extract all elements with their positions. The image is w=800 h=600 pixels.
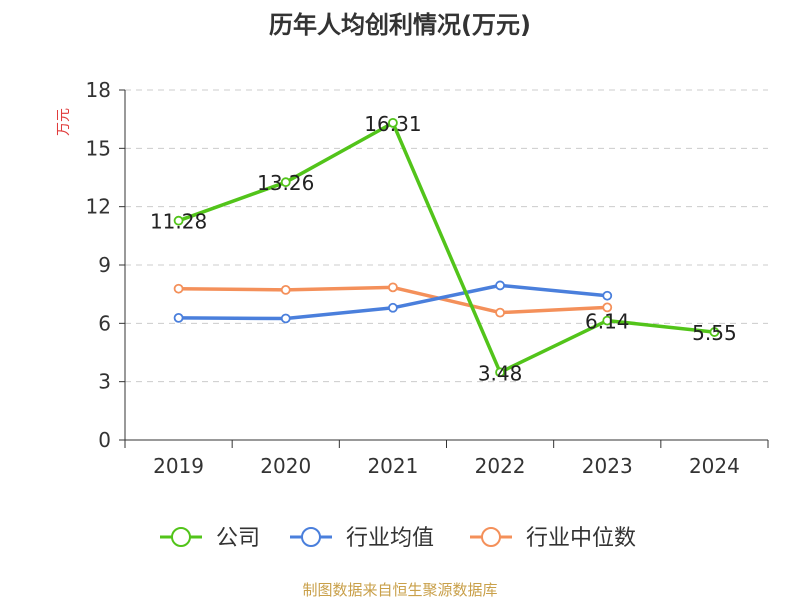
legend-swatch-marker	[301, 527, 321, 547]
data-point[interactable]	[602, 315, 613, 326]
source-note: 制图数据来自恒生聚源数据库	[302, 581, 497, 599]
legend-swatch-marker	[171, 527, 191, 547]
x-tick-label: 2021	[367, 454, 418, 478]
data-label: 6.14	[585, 310, 630, 334]
data-label: 5.55	[692, 321, 737, 345]
data-point[interactable]	[173, 312, 184, 323]
data-label: 3.48	[478, 361, 523, 385]
legend-label: 行业均值	[346, 526, 434, 551]
x-tick-label: 2024	[689, 454, 740, 478]
data-label: 13.26	[257, 171, 314, 195]
y-axis-label: 万元	[56, 108, 72, 136]
y-tick-label: 3	[98, 370, 111, 394]
axes: 0 3 6 9 12 15 18 2019 2020 2021 2022 2023 2024	[86, 78, 769, 478]
data-point[interactable]	[602, 302, 613, 313]
y-tick-label: 12	[86, 195, 111, 219]
data-point[interactable]	[280, 284, 291, 295]
series-group	[173, 117, 720, 378]
x-tick-label: 2023	[582, 454, 633, 478]
legend[interactable]: 公司 行业均值 行业中位数	[160, 526, 636, 551]
y-tick-label: 6	[98, 311, 111, 335]
data-point[interactable]	[495, 367, 505, 378]
x-tick-label: 2020	[260, 454, 311, 478]
data-point[interactable]	[388, 302, 398, 313]
y-tick-label: 15	[86, 136, 111, 160]
data-label: 11.28	[150, 210, 207, 234]
data-point[interactable]	[173, 215, 184, 226]
grid-lines	[125, 89, 768, 383]
y-tick-label: 18	[86, 78, 111, 102]
chart-title: 历年人均创利情况(万元)	[269, 11, 531, 39]
x-tick-label: 2022	[475, 454, 526, 478]
legend-item[interactable]: 行业中位数	[470, 526, 636, 551]
data-point[interactable]	[388, 117, 398, 128]
data-point[interactable]	[173, 283, 184, 294]
data-point[interactable]	[388, 282, 398, 293]
data-label: 16.31	[364, 112, 421, 136]
x-tick-label: 2019	[153, 454, 204, 478]
y-tick-label: 9	[98, 253, 111, 277]
legend-item[interactable]: 公司	[160, 526, 260, 551]
data-point[interactable]	[280, 313, 291, 324]
data-point[interactable]	[495, 280, 505, 291]
legend-swatch-marker	[481, 527, 501, 547]
data-point[interactable]	[280, 177, 291, 188]
data-labels: 11.28 13.26 16.31 3.48 6.14 5.55	[150, 112, 737, 385]
legend-label: 行业中位数	[526, 526, 636, 551]
data-point[interactable]	[495, 307, 505, 318]
series-line-1	[178, 121, 715, 375]
y-tick-label: 0	[98, 428, 111, 452]
data-point[interactable]	[602, 290, 613, 301]
legend-item[interactable]: 行业均值	[290, 526, 434, 551]
legend-label: 公司	[216, 526, 260, 551]
data-point[interactable]	[709, 327, 720, 337]
